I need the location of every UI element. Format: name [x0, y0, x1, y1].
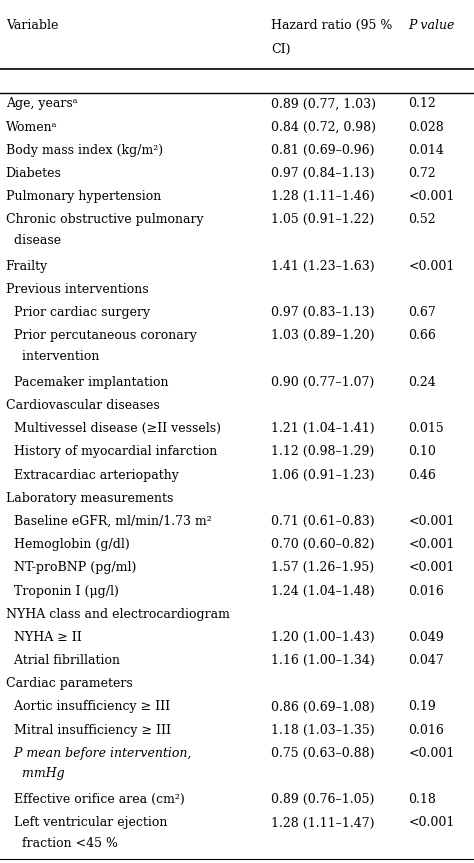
- Text: Pacemaker implantation: Pacemaker implantation: [6, 375, 168, 388]
- Text: 0.71 (0.61–0.83): 0.71 (0.61–0.83): [271, 515, 375, 528]
- Text: 1.28 (1.11–1.46): 1.28 (1.11–1.46): [271, 190, 375, 203]
- Text: Pulmonary hypertension: Pulmonary hypertension: [6, 190, 161, 203]
- Text: Frailty: Frailty: [6, 260, 48, 273]
- Text: NT-proBNP (pg/ml): NT-proBNP (pg/ml): [6, 561, 136, 574]
- Text: 0.014: 0.014: [409, 144, 445, 157]
- Text: 0.97 (0.83–1.13): 0.97 (0.83–1.13): [271, 306, 374, 319]
- Text: <0.001: <0.001: [409, 190, 455, 203]
- Text: <0.001: <0.001: [409, 515, 455, 528]
- Text: Baseline eGFR, ml/min/1.73 m²: Baseline eGFR, ml/min/1.73 m²: [6, 515, 211, 528]
- Text: 1.57 (1.26–1.95): 1.57 (1.26–1.95): [271, 561, 374, 574]
- Text: Aortic insufficiency ≥ III: Aortic insufficiency ≥ III: [6, 701, 170, 714]
- Text: 1.24 (1.04–1.48): 1.24 (1.04–1.48): [271, 584, 375, 597]
- Text: disease: disease: [6, 234, 61, 247]
- Text: Troponin I (μg/l): Troponin I (μg/l): [6, 584, 118, 597]
- Text: Effective orifice area (cm²): Effective orifice area (cm²): [6, 793, 184, 806]
- Text: 1.05 (0.91–1.22): 1.05 (0.91–1.22): [271, 213, 374, 226]
- Text: 0.86 (0.69–1.08): 0.86 (0.69–1.08): [271, 701, 375, 714]
- Text: Cardiac parameters: Cardiac parameters: [6, 677, 132, 690]
- Text: Prior percutaneous coronary: Prior percutaneous coronary: [6, 330, 197, 343]
- Text: 0.97 (0.84–1.13): 0.97 (0.84–1.13): [271, 167, 374, 180]
- Text: P mean before intervention,: P mean before intervention,: [6, 746, 191, 760]
- Text: Laboratory measurements: Laboratory measurements: [6, 492, 173, 505]
- Text: Prior cardiac surgery: Prior cardiac surgery: [6, 306, 150, 319]
- Text: 0.89 (0.76–1.05): 0.89 (0.76–1.05): [271, 793, 374, 806]
- Text: 0.19: 0.19: [409, 701, 437, 714]
- Text: Previous interventions: Previous interventions: [6, 283, 148, 296]
- Text: Left ventricular ejection: Left ventricular ejection: [6, 816, 167, 829]
- Text: 1.20 (1.00–1.43): 1.20 (1.00–1.43): [271, 631, 375, 644]
- Text: 0.46: 0.46: [409, 469, 437, 482]
- Text: 1.03 (0.89–1.20): 1.03 (0.89–1.20): [271, 330, 374, 343]
- Text: 0.75 (0.63–0.88): 0.75 (0.63–0.88): [271, 746, 374, 760]
- Text: Variable: Variable: [6, 19, 58, 32]
- Text: 0.90 (0.77–1.07): 0.90 (0.77–1.07): [271, 375, 374, 388]
- Text: 0.016: 0.016: [409, 584, 445, 597]
- Text: 0.028: 0.028: [409, 121, 444, 134]
- Text: NYHA class and electrocardiogram: NYHA class and electrocardiogram: [6, 608, 229, 620]
- Text: Womenᵃ: Womenᵃ: [6, 121, 57, 134]
- Text: 1.28 (1.11–1.47): 1.28 (1.11–1.47): [271, 816, 374, 829]
- Text: 0.18: 0.18: [409, 793, 437, 806]
- Text: 1.18 (1.03–1.35): 1.18 (1.03–1.35): [271, 724, 375, 737]
- Text: 0.84 (0.72, 0.98): 0.84 (0.72, 0.98): [271, 121, 376, 134]
- Text: Multivessel disease (≥II vessels): Multivessel disease (≥II vessels): [6, 422, 221, 435]
- Text: 0.67: 0.67: [409, 306, 437, 319]
- Text: 0.89 (0.77, 1.03): 0.89 (0.77, 1.03): [271, 98, 376, 110]
- Text: <0.001: <0.001: [409, 539, 455, 551]
- Text: 1.06 (0.91–1.23): 1.06 (0.91–1.23): [271, 469, 374, 482]
- Text: Hazard ratio (95 %: Hazard ratio (95 %: [271, 19, 392, 32]
- Text: 0.049: 0.049: [409, 631, 444, 644]
- Text: History of myocardial infarction: History of myocardial infarction: [6, 445, 217, 458]
- Text: Atrial fibrillation: Atrial fibrillation: [6, 654, 120, 667]
- Text: 0.52: 0.52: [409, 213, 436, 226]
- Text: 0.70 (0.60–0.82): 0.70 (0.60–0.82): [271, 539, 374, 551]
- Text: <0.001: <0.001: [409, 746, 455, 760]
- Text: 1.16 (1.00–1.34): 1.16 (1.00–1.34): [271, 654, 375, 667]
- Text: Age, yearsᵃ: Age, yearsᵃ: [6, 98, 77, 110]
- Text: mmHg: mmHg: [6, 767, 64, 780]
- Text: <0.001: <0.001: [409, 260, 455, 273]
- Text: 0.66: 0.66: [409, 330, 437, 343]
- Text: Extracardiac arteriopathy: Extracardiac arteriopathy: [6, 469, 179, 482]
- Text: 0.016: 0.016: [409, 724, 445, 737]
- Text: Mitral insufficiency ≥ III: Mitral insufficiency ≥ III: [6, 724, 171, 737]
- Text: fraction <45 %: fraction <45 %: [6, 837, 118, 850]
- Text: 0.81 (0.69–0.96): 0.81 (0.69–0.96): [271, 144, 374, 157]
- Text: 1.41 (1.23–1.63): 1.41 (1.23–1.63): [271, 260, 375, 273]
- Text: <0.001: <0.001: [409, 561, 455, 574]
- Text: 0.24: 0.24: [409, 375, 437, 388]
- Text: 0.10: 0.10: [409, 445, 437, 458]
- Text: 1.21 (1.04–1.41): 1.21 (1.04–1.41): [271, 422, 375, 435]
- Text: Cardiovascular diseases: Cardiovascular diseases: [6, 399, 159, 412]
- Text: 0.12: 0.12: [409, 98, 437, 110]
- Text: CI): CI): [271, 43, 291, 56]
- Text: 0.72: 0.72: [409, 167, 436, 180]
- Text: Chronic obstructive pulmonary: Chronic obstructive pulmonary: [6, 213, 203, 226]
- Text: Body mass index (kg/m²): Body mass index (kg/m²): [6, 144, 163, 157]
- Text: 0.047: 0.047: [409, 654, 444, 667]
- Text: Hemoglobin (g/dl): Hemoglobin (g/dl): [6, 539, 129, 551]
- Text: NYHA ≥ II: NYHA ≥ II: [6, 631, 82, 644]
- Text: <0.001: <0.001: [409, 816, 455, 829]
- Text: intervention: intervention: [6, 350, 99, 362]
- Text: 0.015: 0.015: [409, 422, 444, 435]
- Text: P value: P value: [409, 19, 455, 32]
- Text: 1.12 (0.98–1.29): 1.12 (0.98–1.29): [271, 445, 374, 458]
- Text: Diabetes: Diabetes: [6, 167, 62, 180]
